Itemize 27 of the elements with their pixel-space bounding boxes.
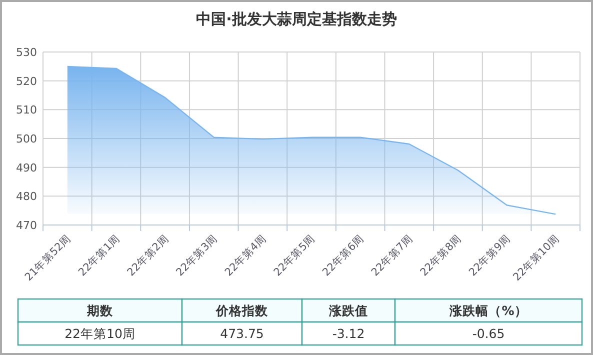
x-tick-label: 22年第1周 [76,232,122,279]
text: 涨跌值 [328,303,368,318]
x-tick-label: 21年第52周 [22,232,74,284]
y-tick-label: 470 [16,219,37,232]
y-tick-label: 510 [16,104,37,117]
y-tick-label: 530 [16,46,37,59]
y-tick-label: 480 [16,190,37,204]
text: -0.65 [472,326,505,341]
text: 期数 [86,303,114,318]
text: 22年第10周 [64,326,136,341]
x-tick-label: 22年第3周 [174,232,220,279]
x-tick-label: 22年第10周 [510,232,562,284]
x-tick-label: 22年第6周 [320,232,366,279]
text: 473.75 [220,326,264,341]
y-tick-label: 490 [16,161,37,174]
x-tick-label: 22年第4周 [222,232,269,279]
chart-title: 中国·批发大蒜周定基指数走势 [196,10,397,28]
x-tick-label: 22年第9周 [466,232,513,279]
text: 价格指数 [215,303,269,318]
x-tick-label: 22年第7周 [369,232,416,279]
x-tick-label: 22年第2周 [125,232,172,279]
y-tick-label: 520 [16,74,37,88]
text: -3.12 [332,326,365,341]
text: 涨跌幅（%） [448,303,528,318]
y-tick-label: 500 [16,132,37,146]
x-tick-label: 22年第5周 [272,232,318,279]
x-tick-label: 22年第8周 [418,232,464,279]
